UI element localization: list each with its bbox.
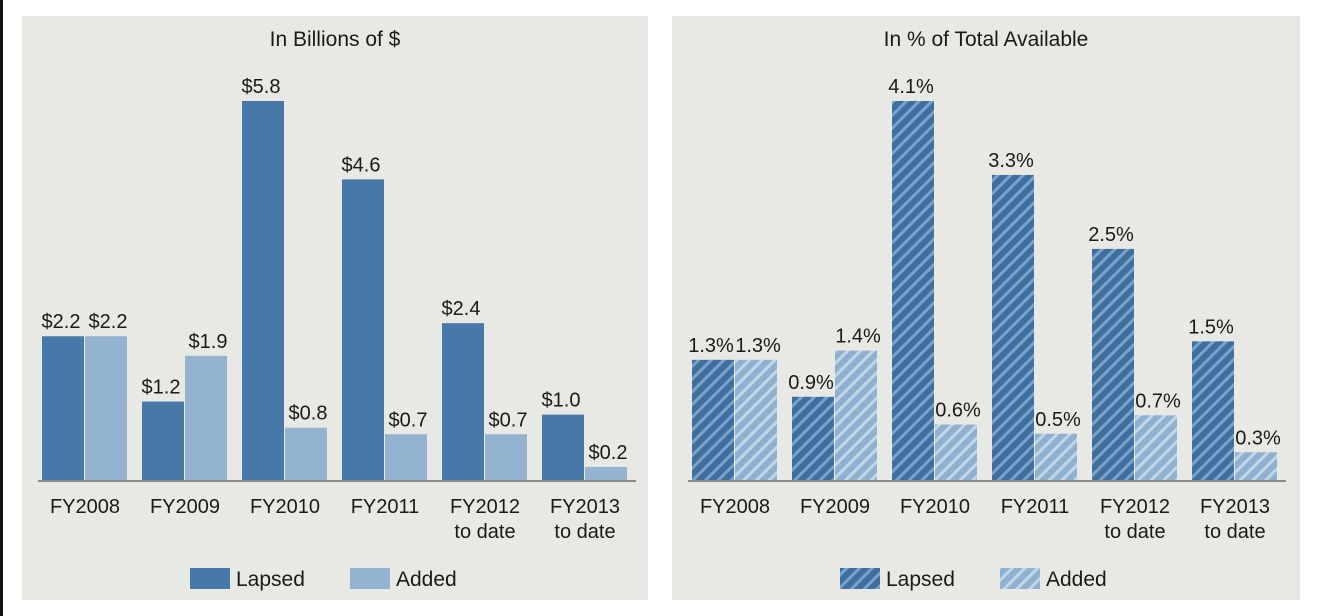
data-label: 3.3% [988, 150, 1034, 172]
x-tick-label: FY2012 [1100, 496, 1170, 518]
bar-lapsed [42, 336, 84, 480]
x-tick-label: FY2011 [1001, 496, 1070, 518]
legend-label: Lapsed [236, 568, 305, 591]
x-tick-label: to date [454, 521, 515, 543]
bar-added [735, 359, 777, 480]
x-tick-label: to date [1104, 521, 1165, 543]
data-label: 4.1% [888, 76, 934, 98]
data-label: 1.3% [688, 335, 734, 357]
data-label: $2.2 [42, 311, 81, 333]
bar-added [1235, 452, 1277, 480]
x-tick-label: FY2009 [800, 496, 870, 518]
bar-added [1135, 415, 1177, 480]
data-label: $2.2 [89, 311, 128, 333]
bar-added [485, 434, 527, 480]
chart-title: In % of Total Available [884, 28, 1089, 51]
bar-lapsed [692, 359, 734, 480]
data-label: 0.9% [788, 372, 834, 394]
data-label: 2.5% [1088, 224, 1134, 246]
bar-added [585, 466, 627, 480]
legend-swatch-added [350, 568, 390, 589]
bar-lapsed [542, 414, 584, 480]
x-tick-label: FY2009 [150, 496, 220, 518]
data-label: $0.7 [489, 409, 528, 431]
x-tick-label: FY2008 [700, 496, 770, 518]
x-tick-label: to date [554, 521, 615, 543]
bar-lapsed [442, 323, 484, 480]
bar-added [935, 424, 977, 480]
chart-title: In Billions of $ [270, 28, 401, 51]
bar-lapsed [892, 101, 934, 480]
panel-background [672, 16, 1300, 600]
x-tick-label: FY2011 [351, 496, 420, 518]
legend-swatch-lapsed [190, 568, 230, 589]
legend: Lapsed Added [190, 568, 457, 591]
data-label: $1.0 [542, 390, 581, 412]
data-label: $1.2 [142, 377, 181, 399]
data-label: $2.4 [442, 298, 481, 320]
data-label: $4.6 [342, 154, 381, 176]
data-label: 1.4% [835, 326, 881, 348]
panel-background [22, 16, 648, 600]
legend-swatch-lapsed [840, 568, 880, 589]
bar-added [185, 355, 227, 480]
bar-lapsed [142, 401, 184, 480]
x-tick-label: FY2010 [900, 496, 970, 518]
data-label: 0.5% [1035, 409, 1081, 431]
x-tick-label: FY2013 [1200, 496, 1270, 518]
bar-added [85, 336, 127, 480]
data-label: 0.3% [1235, 427, 1281, 449]
bar-lapsed [342, 179, 384, 480]
bar-added [385, 434, 427, 480]
x-tick-label: to date [1204, 521, 1265, 543]
bar-lapsed [792, 396, 834, 480]
data-label: $0.7 [389, 409, 428, 431]
chart-panel-2: In % of Total Available 1.3% 1.3% FY2008 0.9… [672, 16, 1300, 600]
bar-added [835, 350, 877, 480]
legend-label: Lapsed [886, 568, 955, 591]
x-tick-label: FY2012 [450, 496, 520, 518]
bar-lapsed [1192, 341, 1234, 480]
data-label: 0.7% [1135, 390, 1181, 412]
legend-label: Added [396, 568, 457, 591]
legend: Lapsed Added [840, 568, 1107, 591]
data-label: 1.3% [735, 335, 781, 357]
data-label: $1.9 [189, 331, 228, 353]
bar-lapsed [1092, 248, 1134, 480]
left-border [0, 0, 3, 616]
bar-lapsed [242, 101, 284, 480]
chart-panel-1: In Billions of $ $2.2 $2.2 FY2008 $1.2 $1.9 FY… [22, 16, 648, 600]
bar-added [285, 427, 327, 480]
bar-lapsed [992, 174, 1034, 480]
data-label: 0.6% [935, 400, 981, 422]
legend-swatch-added [1000, 568, 1040, 589]
legend-label: Added [1046, 568, 1107, 591]
data-label: $5.8 [242, 76, 281, 98]
x-tick-label: FY2013 [550, 496, 620, 518]
x-tick-label: FY2010 [250, 496, 320, 518]
bar-added [1035, 433, 1077, 480]
data-label: 1.5% [1188, 316, 1234, 338]
x-tick-label: FY2008 [50, 496, 120, 518]
data-label: $0.2 [589, 442, 628, 464]
data-label: $0.8 [289, 403, 328, 425]
